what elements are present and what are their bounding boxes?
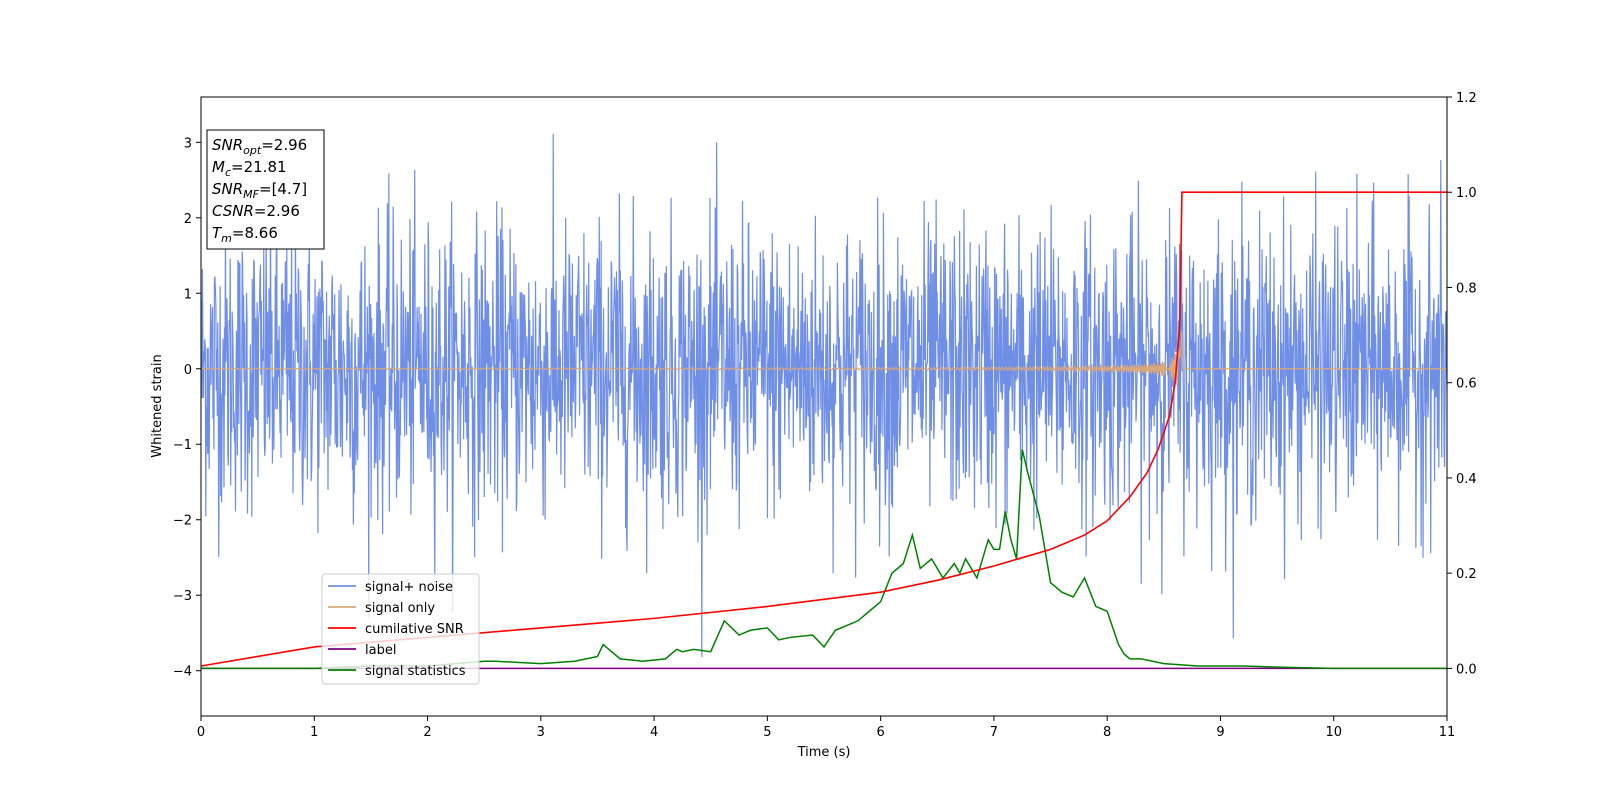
y-axis-right: 0.0 0.2 0.4 0.6 0.8 1.0 1.2: [1447, 91, 1477, 677]
cumulative-snr-line: [201, 191, 1447, 667]
y-left-tick-label: −1: [173, 438, 192, 453]
legend-frame: [321, 573, 480, 685]
info-line: Mc=21.81: [212, 158, 287, 179]
y-left-tick-label: 2: [184, 212, 192, 227]
x-tick-label: 4: [650, 725, 658, 740]
x-axis-label: Time (s): [797, 745, 851, 760]
info-box-frame: [206, 129, 325, 250]
y-right-tick-label: 0.2: [1456, 567, 1477, 582]
y-left-tick-label: −3: [173, 589, 192, 604]
info-line: SNRopt=2.96: [212, 136, 307, 157]
y-right-tick-label: 1.0: [1456, 186, 1477, 201]
legend-label: signal only: [365, 601, 435, 616]
info-line: SNRMF=[4.7]: [212, 180, 307, 201]
y-left-tick-label: 1: [184, 287, 192, 302]
y-axis-label: Whitened strain: [150, 354, 165, 457]
legend: signal+ noise signal only cumilative SNR la…: [321, 573, 480, 685]
x-tick-label: 8: [1103, 725, 1111, 740]
x-tick-label: 9: [1216, 725, 1224, 740]
y-left-tick-label: 3: [184, 136, 192, 151]
legend-label: signal+ noise: [365, 580, 453, 595]
y-left-tick-label: −4: [173, 665, 192, 680]
y-right-tick-label: 0.0: [1456, 662, 1477, 677]
x-tick-label: 2: [423, 725, 431, 740]
legend-label: signal statistics: [365, 664, 466, 679]
y-right-tick-label: 0.8: [1456, 281, 1477, 296]
y-left-tick-label: 0: [184, 363, 192, 378]
y-right-tick-label: 1.2: [1456, 91, 1477, 106]
x-tick-label: 6: [876, 725, 884, 740]
x-tick-label: 0: [197, 725, 205, 740]
info-line: Tm=8.66: [212, 224, 278, 245]
y-right-tick-label: 0.4: [1456, 472, 1477, 487]
x-tick-label: 5: [763, 725, 771, 740]
y-axis-left: −4 −3 −2 −1 0 1 2 3: [173, 136, 201, 680]
x-tick-label: 10: [1325, 725, 1342, 740]
signal-noise-line: [201, 133, 1447, 658]
x-tick-label: 3: [537, 725, 545, 740]
legend-label: cumilative SNR: [365, 622, 464, 637]
signal-only-line: [201, 330, 1447, 386]
info-line: CSNR=2.96: [212, 202, 300, 220]
x-axis: 0 1 2 3 4 5 6 7 8 9 10 11: [197, 716, 1455, 740]
signal-statistics-line: [201, 449, 1447, 670]
legend-label: label: [365, 643, 396, 658]
y-left-tick-label: −2: [173, 514, 192, 529]
x-tick-label: 1: [310, 725, 318, 740]
plot-frame: [200, 96, 1448, 717]
x-tick-label: 11: [1439, 725, 1456, 740]
y-right-tick-label: 0.6: [1456, 377, 1477, 392]
x-tick-label: 7: [990, 725, 998, 740]
